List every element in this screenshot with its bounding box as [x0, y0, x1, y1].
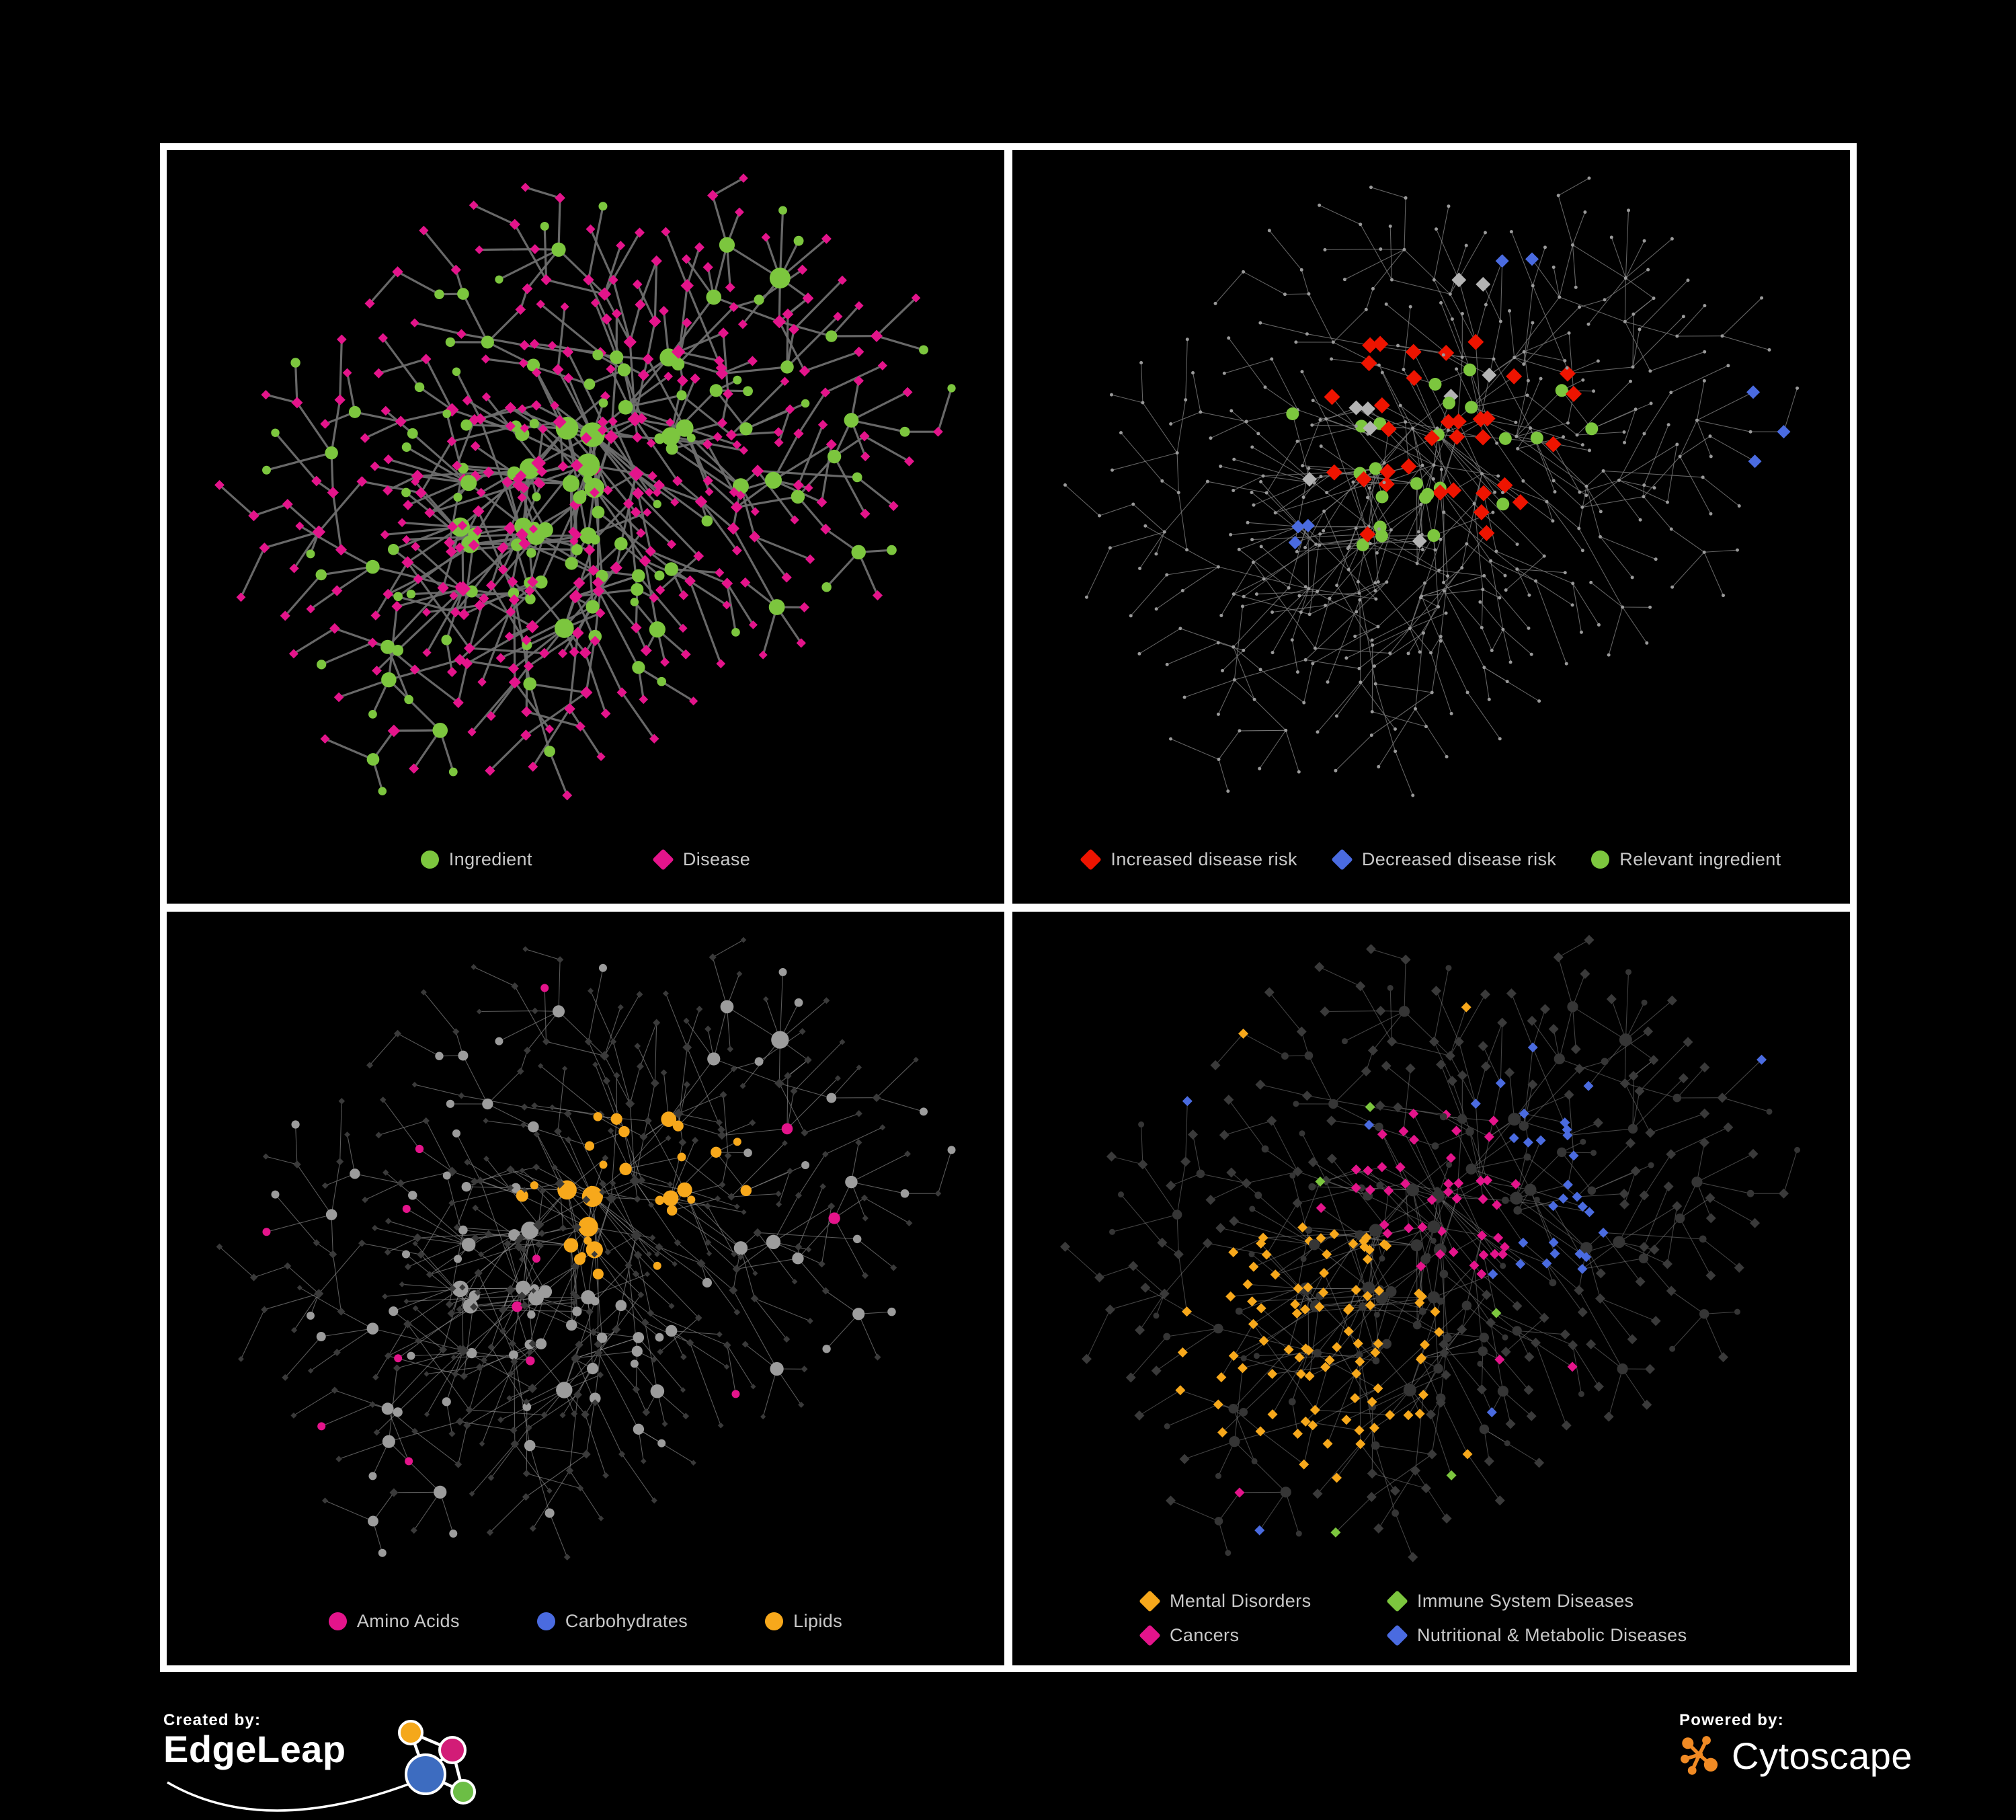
legend-label: Mental Disorders	[1170, 1591, 1312, 1611]
powered-by-label: Powered by:	[1679, 1711, 1784, 1729]
disease-marker-icon	[652, 848, 674, 871]
powered-by-block: Powered by: Cytosc	[1679, 1711, 1995, 1778]
network-graph-nutrient-class	[216, 937, 956, 1560]
legend-label: Ingredient	[448, 849, 532, 869]
cancers-marker-icon	[1139, 1624, 1161, 1647]
legend-disease-category: Mental Disorders Immune System Diseases …	[1012, 1584, 1850, 1657]
panel-disease-category: Mental Disorders Immune System Diseases …	[1012, 912, 1850, 1665]
edges-layer	[1065, 939, 1798, 1558]
relevant-ingredient-marker-icon	[1591, 850, 1610, 869]
legend-label: Cancers	[1170, 1625, 1240, 1645]
edgeleap-brand: EdgeLeap	[163, 1728, 346, 1770]
four-panel-board: Ingredient Disease Increased disease ris…	[160, 143, 1857, 1672]
legend-item: Lipids	[765, 1611, 842, 1632]
panel-ingredient-disease: Ingredient Disease	[167, 150, 1004, 904]
legend-label: Relevant ingredient	[1619, 849, 1781, 869]
network-graph-disease-category	[1059, 935, 1801, 1562]
increased-risk-marker-icon	[1080, 848, 1102, 871]
amino-acids-marker-icon	[328, 1612, 347, 1630]
immune-diseases-marker-icon	[1386, 1590, 1408, 1612]
nodes-layer	[1063, 176, 1800, 797]
legend-item: Cancers	[1139, 1624, 1387, 1647]
legend-item: Ingredient	[420, 849, 532, 870]
edges-layer	[219, 939, 953, 1558]
legend-label: Lipids	[793, 1611, 843, 1631]
nodes-layer	[214, 173, 956, 801]
legend-item: Nutritional & Metabolic Diseases	[1386, 1624, 1687, 1647]
decreased-risk-marker-icon	[1331, 848, 1353, 871]
legend-item: Increased disease risk	[1080, 848, 1297, 871]
nutritional-metabolic-marker-icon	[1386, 1624, 1408, 1647]
legend-item: Carbohydrates	[536, 1611, 688, 1632]
legend-item: Relevant ingredient	[1591, 849, 1781, 870]
lipids-marker-icon	[765, 1612, 784, 1630]
created-by-label: Created by:	[163, 1711, 261, 1729]
legend-label: Disease	[682, 849, 751, 869]
legend-item: Decreased disease risk	[1331, 848, 1557, 871]
legend-label: Increased disease risk	[1111, 849, 1297, 869]
legend-label: Carbohydrates	[565, 1611, 688, 1631]
legend-item: Immune System Diseases	[1386, 1590, 1687, 1612]
carbohydrates-marker-icon	[536, 1612, 555, 1630]
legend-disease-risk: Increased disease risk Decreased disease…	[1012, 822, 1850, 896]
network-graph-disease-risk	[1063, 176, 1800, 797]
ingredient-marker-icon	[420, 850, 439, 869]
legend-item: Mental Disorders	[1139, 1590, 1387, 1612]
created-by-block: Created by: EdgeLeap	[163, 1711, 486, 1820]
nodes-layer	[216, 937, 956, 1560]
legend-ingredient-disease: Ingredient Disease	[167, 822, 1004, 896]
network-graph-ingredient-disease	[214, 173, 956, 801]
legend-label: Decreased disease risk	[1361, 849, 1557, 869]
edgeleap-logo-icon	[167, 1720, 476, 1812]
legend-label: Nutritional & Metabolic Diseases	[1417, 1625, 1687, 1645]
mental-disorders-marker-icon	[1139, 1590, 1161, 1612]
legend-label: Immune System Diseases	[1417, 1591, 1634, 1611]
legend-item: Amino Acids	[328, 1611, 460, 1632]
cytoscape-logo-icon	[1681, 1735, 1718, 1775]
nodes-layer	[1059, 935, 1801, 1562]
cytoscape-brand: Cytoscape	[1732, 1735, 1913, 1777]
edges-layer	[1065, 177, 1798, 796]
panel-nutrient-class: Amino Acids Carbohydrates Lipids	[167, 912, 1004, 1665]
legend-item: Disease	[652, 848, 751, 871]
legend-label: Amino Acids	[356, 1611, 460, 1631]
panel-disease-risk: Increased disease risk Decreased disease…	[1012, 150, 1850, 904]
legend-nutrient-class: Amino Acids Carbohydrates Lipids	[167, 1584, 1004, 1657]
